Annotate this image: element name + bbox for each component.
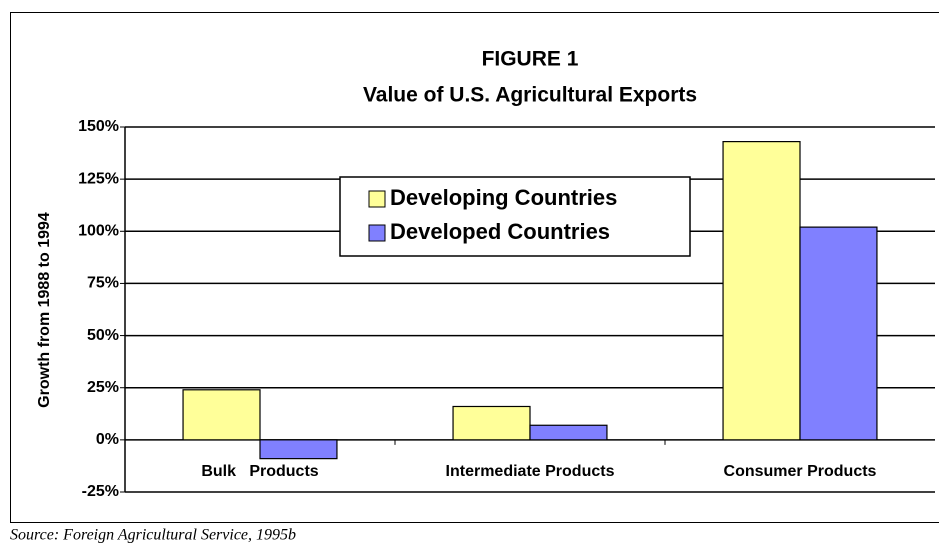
legend-swatch xyxy=(369,225,385,241)
y-tick-label: 100% xyxy=(78,223,119,240)
x-tick-label: Consumer Products xyxy=(724,463,877,480)
bar xyxy=(800,227,877,440)
y-tick-label: 0% xyxy=(96,431,119,448)
source-note: Source: Foreign Agricultural Service, 19… xyxy=(10,527,296,544)
y-tick-label: 25% xyxy=(87,379,119,396)
y-axis-label: Growth from 1988 to 1994 xyxy=(36,212,53,408)
bar xyxy=(723,142,800,440)
y-tick-label: 50% xyxy=(87,327,119,344)
y-tick-label: 75% xyxy=(87,275,119,292)
chart-title: FIGURE 1 xyxy=(482,48,579,71)
y-tick-label: 150% xyxy=(78,118,119,135)
x-tick-label: Intermediate Products xyxy=(446,463,615,480)
x-tick-label: Bulk Products xyxy=(201,463,318,480)
y-tick-label: 125% xyxy=(78,170,119,187)
legend-swatch xyxy=(369,191,385,207)
legend-label: Developed Countries xyxy=(390,219,610,244)
legend-label: Developing Countries xyxy=(390,185,617,210)
chart-subtitle: Value of U.S. Agricultural Exports xyxy=(363,84,697,107)
y-tick-label: -25% xyxy=(82,483,119,500)
bar xyxy=(453,406,530,439)
bar xyxy=(530,425,607,440)
bar xyxy=(183,390,260,440)
bar xyxy=(260,440,337,459)
